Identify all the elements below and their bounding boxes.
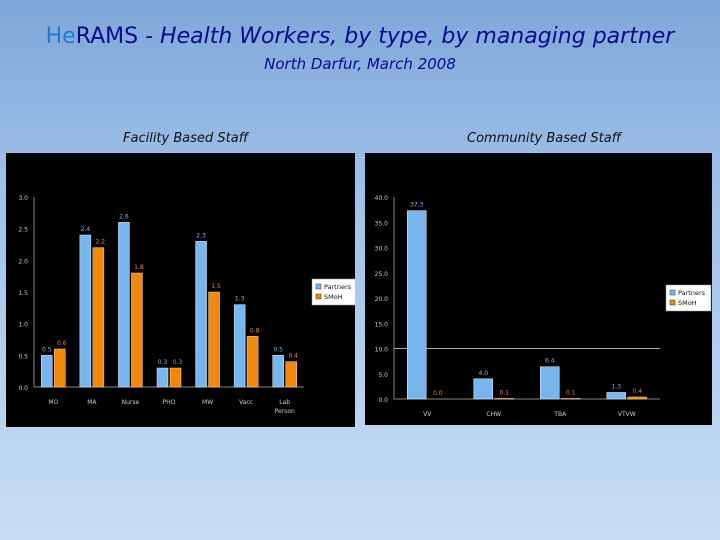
facility-y-tick-label: 3.0 <box>18 195 28 202</box>
community-data-label-partners: 4.0 <box>478 370 488 377</box>
facility-data-label-partners: 0.3 <box>158 359 168 366</box>
main-title: HeRAMS - Health Workers, by type, by man… <box>0 24 720 49</box>
facility-data-label-smoh: 0.3 <box>173 359 183 366</box>
title-brand-he: He <box>45 24 76 49</box>
community-y-tick-label: 20.0 <box>375 296 389 303</box>
facility-bar-smoh <box>131 272 143 388</box>
community-data-label-partners: 1.3 <box>611 383 621 390</box>
facility-bar-partners <box>195 241 207 388</box>
facility-data-label-smoh: 2.2 <box>96 239 106 246</box>
community-y-tick-label: 35.0 <box>375 220 389 227</box>
facility-y-tick-label: 0.0 <box>18 385 28 392</box>
facility-data-label-partners: 0.5 <box>42 346 52 353</box>
facility-data-label-smoh: 0.8 <box>250 327 260 334</box>
community-data-label-smoh: 0.0 <box>433 390 443 397</box>
community-data-label-smoh: 0.1 <box>566 389 576 396</box>
community-data-label-smoh: 0.4 <box>632 388 642 395</box>
facility-bar-smoh <box>54 348 66 388</box>
facility-y-tick-label: 1.5 <box>18 290 28 297</box>
facility-bar-smoh <box>169 367 182 388</box>
facility-x-tick-label: Lab <box>279 399 290 406</box>
community-chart-label: Community Based Staff <box>467 131 622 146</box>
facility-bar-partners <box>79 234 92 388</box>
community-y-tick-label: 0.0 <box>378 397 388 404</box>
facility-chart-svg: 0.0 0.5 1.0 1.5 2.0 2.5 3.0 0.5 0.6 MO 2.4 2.2 MA 2.6… <box>18 195 358 415</box>
facility-bar-smoh <box>208 291 220 388</box>
community-bar-smoh <box>627 396 647 400</box>
facility-data-label-smoh: 1.5 <box>211 283 221 290</box>
community-bar-partners <box>540 366 560 400</box>
facility-x-tick-label: Vacc <box>239 399 253 406</box>
facility-bar-smoh <box>285 361 297 388</box>
community-legend-swatch <box>669 299 676 306</box>
facility-bar-partners <box>272 355 284 388</box>
facility-y-tick-label: 2.5 <box>18 227 28 234</box>
community-bar-partners <box>606 392 626 400</box>
facility-bar-partners <box>156 367 169 388</box>
community-data-label-partners: 37.3 <box>410 202 424 209</box>
facility-x-tick-label: Nurse <box>122 399 140 406</box>
facility-bar-smoh <box>246 336 259 388</box>
facility-legend <box>311 278 358 306</box>
subtitle: North Darfur, March 2008 <box>264 55 456 73</box>
facility-x-tick-label: MW <box>202 399 213 406</box>
community-data-label-partners: 6.4 <box>545 358 555 365</box>
facility-legend-label: SMoH <box>324 293 343 301</box>
facility-x-tick-label: MA <box>87 399 97 406</box>
facility-bar-partners <box>233 304 246 388</box>
title-text: - Health Workers, by type, by managing p… <box>138 24 675 49</box>
facility-legend-swatch <box>315 293 322 300</box>
community-y-tick-label: 5.0 <box>378 372 388 379</box>
facility-chart: 0.0 0.5 1.0 1.5 2.0 2.5 3.0 0.5 0.6 MO 2.4 2.2 MA 2.6… <box>6 153 358 427</box>
facility-data-label-smoh: 0.6 <box>57 340 67 347</box>
facility-legend-swatch <box>315 283 322 290</box>
facility-bar-partners <box>41 355 53 388</box>
community-chart: 0.0 5.0 10.0 15.0 20.0 25.0 30.0 35.0 40.0 37.3 0.… <box>365 153 712 425</box>
community-y-tick-label: 25.0 <box>375 271 389 278</box>
facility-y-tick-label: 0.5 <box>18 353 28 360</box>
facility-data-label-partners: 2.3 <box>196 232 206 239</box>
facility-data-label-smoh: 0.4 <box>288 353 298 360</box>
community-bar-partners <box>473 378 493 400</box>
facility-data-label-partners: 2.6 <box>119 213 129 220</box>
facility-y-tick-label: 1.0 <box>18 322 28 329</box>
facility-legend-label: Partners <box>324 283 352 291</box>
community-x-tick-label: TBA <box>553 411 567 418</box>
community-legend <box>665 284 712 312</box>
facility-bar-smoh <box>92 247 105 388</box>
community-legend-label: SMoH <box>678 299 697 307</box>
facility-x-tick-label: MO <box>48 399 58 406</box>
community-y-tick-label: 10.0 <box>375 347 389 354</box>
community-bar-partners <box>407 210 427 400</box>
facility-data-label-partners: 0.5 <box>273 346 283 353</box>
community-y-tick-label: 40.0 <box>375 195 389 202</box>
community-legend-label: Partners <box>678 289 706 297</box>
community-y-tick-label: 15.0 <box>375 321 389 328</box>
community-x-tick-label: CHW <box>486 411 501 418</box>
title-brand-rams: RAMS <box>75 24 139 49</box>
facility-data-label-partners: 1.3 <box>235 296 245 303</box>
community-bar-smoh <box>561 398 581 400</box>
facility-y-tick-label: 2.0 <box>18 258 28 265</box>
facility-x-tick-label: PHO <box>163 399 176 406</box>
facility-bar-partners <box>118 222 130 388</box>
community-y-tick-label: 30.0 <box>375 246 389 253</box>
community-bar-smoh <box>494 398 514 400</box>
community-data-label-smoh: 0.1 <box>499 389 509 396</box>
facility-data-label-partners: 2.4 <box>81 226 91 233</box>
facility-x-tick-label: Person <box>275 408 295 415</box>
community-x-tick-label: VV <box>423 411 432 418</box>
community-legend-swatch <box>669 289 676 296</box>
facility-data-label-smoh: 1.8 <box>134 264 144 271</box>
community-x-tick-label: VTVW <box>618 411 636 418</box>
community-chart-svg: 0.0 5.0 10.0 15.0 20.0 25.0 30.0 35.0 40.0 37.3 0.… <box>375 195 712 418</box>
facility-chart-label: Facility Based Staff <box>123 131 249 146</box>
